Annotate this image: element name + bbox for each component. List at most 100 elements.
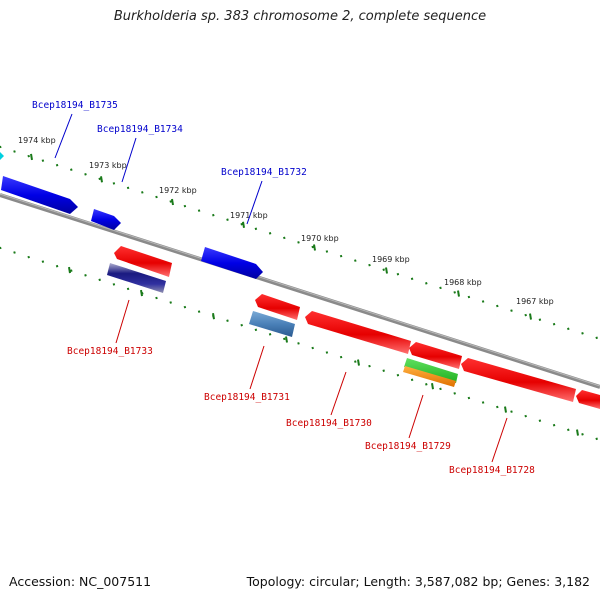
- inner-scale-dot: [325, 351, 329, 354]
- gene-Bcep18194_B1729-cds-green: [404, 358, 458, 383]
- outer-scale-dot: [240, 222, 243, 226]
- gene-label-B1733[interactable]: Bcep18194_B1733: [67, 346, 153, 357]
- outer-scale-major-tick: [30, 153, 33, 161]
- gene-fragment-cyan[interactable]: [0, 152, 4, 160]
- scale-track-inner: [0, 246, 598, 441]
- inner-scale-dot: [169, 301, 172, 304]
- inner-scale-dot: [396, 373, 400, 377]
- outer-scale-dot: [0, 145, 2, 149]
- outer-scale-dot: [169, 200, 172, 203]
- gene-Bcep18194_B1729-cds-orange: [403, 366, 456, 387]
- gene-label-B1729[interactable]: Bcep18194_B1729: [365, 441, 451, 452]
- outer-scale-dot: [197, 209, 201, 212]
- gene-Bcep18194_B1730[interactable]: [305, 311, 411, 354]
- inner-scale-dot: [496, 405, 499, 409]
- outer-scale-major-tick: [171, 198, 174, 206]
- outer-scale-dot: [212, 213, 215, 217]
- gene-label-B1735[interactable]: Bcep18194_B1735: [32, 100, 118, 111]
- gene-Bcep18194_B1732[interactable]: [201, 247, 263, 279]
- outer-scale-dot: [382, 268, 385, 271]
- gene-Bcep18194_B1728[interactable]: [461, 358, 576, 402]
- inner-scale-dot: [283, 337, 286, 341]
- outer-scale-dot: [481, 300, 485, 303]
- gene-label-B1732[interactable]: Bcep18194_B1732: [221, 167, 307, 178]
- scale-track-outer: [0, 145, 598, 340]
- outer-scale-dot: [396, 272, 400, 276]
- inner-scale-dot: [354, 360, 357, 363]
- outer-scale-dot: [112, 182, 116, 185]
- inner-scale-dot: [112, 283, 116, 286]
- inner-scale-dot: [84, 274, 87, 277]
- gene-label-B1730[interactable]: Bcep18194_B1730: [286, 418, 372, 429]
- inner-scale-dot: [425, 383, 428, 386]
- gene-Bcep18194_B1731[interactable]: [249, 294, 300, 337]
- gene-Bcep18194_B1735[interactable]: [1, 176, 78, 214]
- outer-scale-dot: [297, 241, 300, 244]
- outer-scale-dot: [84, 173, 87, 176]
- outer-scale-dot: [510, 309, 513, 312]
- gene-label-B1734[interactable]: Bcep18194_B1734: [97, 124, 183, 135]
- gene-Bcep18194_B1733[interactable]: [107, 246, 172, 293]
- outer-scale-dot: [595, 336, 598, 340]
- outer-scale-dot: [41, 159, 45, 162]
- inner-scale-dot: [552, 423, 556, 427]
- inner-scale-major-tick: [431, 383, 434, 390]
- outer-scale-dot: [13, 150, 16, 153]
- outer-scale-dot: [524, 313, 527, 317]
- outer-scale-dot: [27, 154, 30, 158]
- inner-scale-dot: [382, 369, 385, 372]
- inner-scale-dot: [481, 401, 485, 404]
- kbp-label-1971: 1971 kbp: [230, 211, 268, 220]
- outer-scale-dot: [254, 227, 258, 231]
- outer-scale-dot: [283, 236, 286, 240]
- inner-scale-dot: [183, 305, 187, 309]
- outer-scale-dot: [155, 195, 158, 199]
- gene-Bcep18194_B1731-cds: [249, 311, 295, 337]
- inner-scale-dot: [339, 355, 343, 359]
- inner-scale-major-tick: [504, 406, 507, 413]
- outer-scale-dot: [368, 263, 371, 267]
- chromosome-backbone-highlight: [0, 193, 600, 387]
- outer-scale-dot: [70, 168, 73, 171]
- inner-scale-dot: [55, 264, 59, 268]
- outer-scale-dot: [552, 322, 556, 326]
- inner-scale-dot: [254, 328, 258, 332]
- outer-scale-dot: [98, 177, 101, 181]
- inner-scale-dot: [155, 296, 158, 300]
- inner-scale-dot: [453, 392, 456, 395]
- inner-scale-dot: [595, 437, 598, 441]
- outer-scale-dot: [339, 254, 343, 258]
- kbp-label-1973: 1973 kbp: [89, 161, 127, 170]
- inner-scale-dot: [311, 346, 314, 350]
- inner-scale-dot: [581, 433, 584, 436]
- inner-scale-major-tick: [140, 289, 143, 297]
- inner-scale-major-tick: [357, 359, 360, 366]
- kbp-label-1972: 1972 kbp: [159, 186, 197, 195]
- outer-scale-dot: [126, 186, 130, 190]
- outer-scale-major-tick: [529, 313, 532, 320]
- inner-scale-dot: [567, 428, 570, 432]
- map-title: Burkholderia sp. 383 chromosome 2, compl…: [113, 9, 487, 24]
- gene-Bcep18194_B1734[interactable]: [91, 209, 121, 230]
- inner-scale-dot: [538, 419, 542, 422]
- gene-label-B1728[interactable]: Bcep18194_B1728: [449, 465, 535, 476]
- inner-scale-dot: [0, 246, 2, 250]
- outer-scale-dot: [467, 295, 471, 299]
- outer-scale-dot: [410, 277, 414, 281]
- outer-scale-major-tick: [457, 290, 460, 297]
- outer-scale-dot: [453, 291, 456, 294]
- inner-scale-major-tick: [576, 429, 579, 436]
- outer-scale-dot: [496, 304, 499, 308]
- outer-scale-dot: [538, 318, 542, 321]
- inner-scale-dot: [297, 342, 300, 345]
- gene-fragment-red-edge[interactable]: [576, 390, 600, 409]
- accession-text: Accession: NC_007511: [9, 574, 152, 589]
- inner-scale-major-tick: [212, 313, 215, 320]
- gene-label-B1731[interactable]: Bcep18194_B1731: [204, 392, 290, 403]
- inner-scale-dot: [70, 269, 73, 272]
- gene-Bcep18194_B1729[interactable]: [403, 342, 462, 387]
- kbp-label-1970: 1970 kbp: [301, 234, 339, 243]
- inner-scale-dot: [410, 378, 414, 382]
- inner-scale-dot: [126, 287, 130, 291]
